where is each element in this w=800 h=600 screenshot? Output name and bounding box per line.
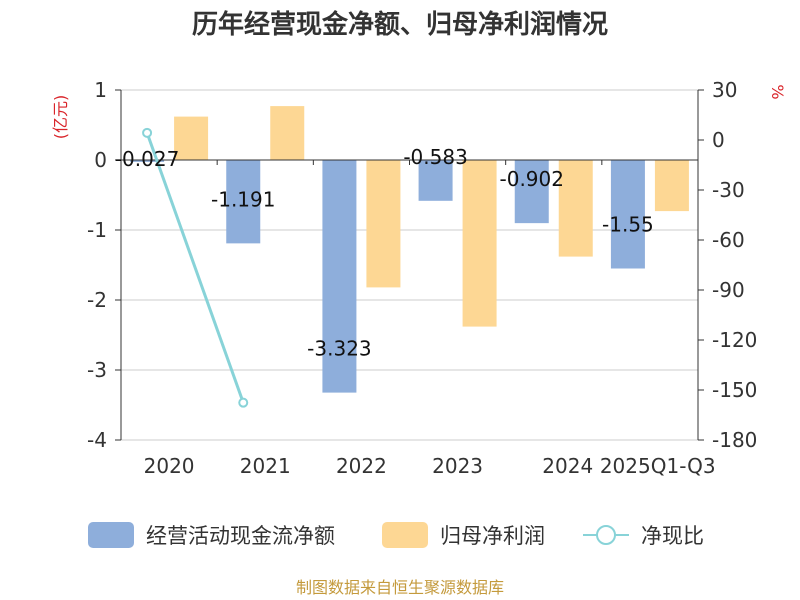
net-profit-bar (270, 106, 305, 160)
bars-layer (130, 106, 689, 393)
cashflow-bar (418, 160, 453, 201)
left-axis-tick-label: -2 (87, 288, 107, 312)
net-profit-bar (174, 116, 209, 160)
legend[interactable]: 经营活动现金流净额 归母净利润 净现比 (88, 522, 704, 548)
data-labels-layer: -0.027 -1.191 -3.323 -0.583 -0.902 -1.55 (115, 145, 654, 361)
right-axis-tick-label: -180 (712, 428, 757, 452)
x-axis-category-label: 2024 (542, 454, 593, 478)
cashflow-data-label: -0.583 (403, 145, 467, 169)
legend-label[interactable]: 经营活动现金流净额 (146, 524, 335, 548)
x-axis-category-label: 2022 (336, 454, 387, 478)
right-axis-unit: % (768, 84, 787, 99)
right-axis-tick-label: 0 (712, 128, 725, 152)
legend-label[interactable]: 归母净利润 (440, 524, 545, 548)
left-axis-tick-label: 1 (94, 78, 107, 102)
axes-layer: 1 0 -1 -2 -3 -4 30 0 -30 -60 -90 -120 -150 -180 2020 20… (87, 78, 757, 478)
ratio-line-layer (142, 127, 249, 408)
right-axis-tick-label: -60 (712, 228, 745, 252)
cashflow-data-label: -1.191 (211, 187, 275, 211)
x-axis-category-label: 2025Q1-Q3 (600, 454, 716, 478)
cashflow-data-label: -0.027 (115, 147, 179, 171)
cashflow-bar (322, 160, 357, 393)
x-axis-category-label: 2020 (144, 454, 195, 478)
left-axis-tick-label: -3 (87, 358, 107, 382)
ratio-point (142, 127, 153, 138)
x-axis-category-label: 2021 (240, 454, 291, 478)
cashflow-data-label: -3.323 (307, 337, 371, 361)
chart-title: 历年经营现金净额、归母净利润情况 (192, 9, 608, 40)
right-axis-tick-label: -150 (712, 378, 757, 402)
left-axis-tick-label: -4 (87, 428, 107, 452)
right-axis-tick-label: 30 (712, 78, 737, 102)
cashflow-data-label: -1.55 (602, 213, 654, 237)
left-axis-tick-label: -1 (87, 218, 107, 242)
data-source-note: 制图数据来自恒生聚源数据库 (296, 578, 504, 597)
right-axis-tick-label: -120 (712, 328, 757, 352)
ratio-line (145, 132, 245, 404)
left-axis-tick-label: 0 (94, 148, 107, 172)
net-profit-bar (654, 160, 689, 212)
net-profit-bar (558, 160, 593, 257)
legend-swatch[interactable] (88, 522, 134, 548)
cashflow-bar (610, 160, 645, 269)
legend-swatch[interactable] (382, 522, 428, 548)
left-axis-unit: (亿元) (51, 95, 70, 140)
legend-label[interactable]: 净现比 (641, 524, 704, 548)
right-axis-tick-label: -90 (712, 278, 745, 302)
x-axis-category-label: 2023 (432, 454, 483, 478)
legend-swatch[interactable] (596, 525, 616, 545)
net-profit-bar (462, 160, 497, 327)
cashflow-data-label: -0.902 (500, 167, 564, 191)
cashflow-bar (226, 160, 261, 244)
ratio-point (238, 397, 249, 408)
net-profit-bar (366, 160, 401, 288)
cashflow-bar (514, 160, 549, 224)
right-axis-tick-label: -30 (712, 178, 745, 202)
cashflow-bar (130, 160, 165, 162)
